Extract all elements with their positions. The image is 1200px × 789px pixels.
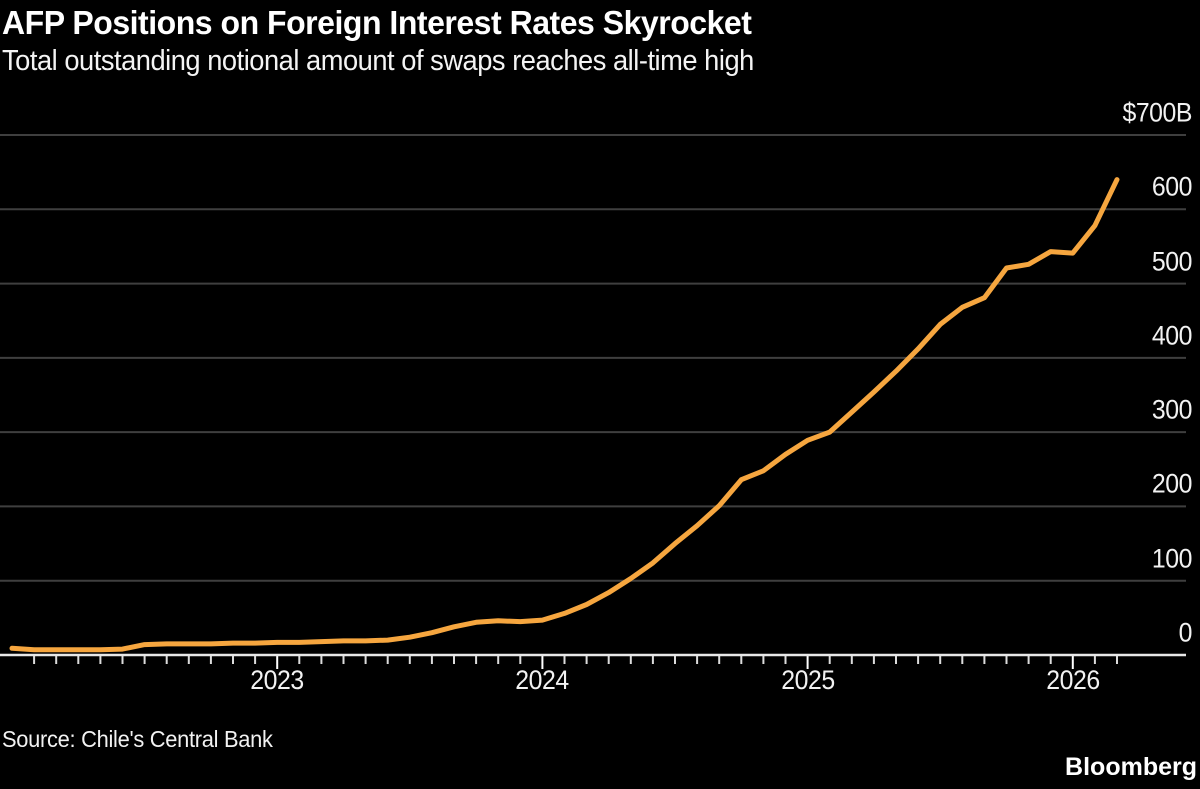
y-axis-label: $700B bbox=[1122, 97, 1192, 128]
y-axis-label: 200 bbox=[1151, 468, 1193, 499]
y-axis-label: 400 bbox=[1151, 320, 1193, 351]
x-axis-label: 2026 bbox=[1046, 665, 1100, 695]
y-axis-label: 500 bbox=[1151, 246, 1193, 277]
bloomberg-logo: Bloomberg bbox=[1065, 753, 1197, 781]
x-axis-label: 2024 bbox=[515, 665, 570, 695]
y-axis-label: 600 bbox=[1151, 171, 1193, 202]
y-axis-label: 100 bbox=[1151, 543, 1193, 574]
series-line-swaps-notional bbox=[9, 177, 1120, 653]
x-axis-label: 2025 bbox=[780, 665, 835, 695]
chart-title: AFP Positions on Foreign Interest Rates … bbox=[2, 4, 752, 41]
y-axis-label: 300 bbox=[1151, 394, 1193, 425]
y-axis-label: 0 bbox=[1178, 617, 1193, 648]
source-note: Source: Chile's Central Bank bbox=[2, 726, 273, 752]
chart-subtitle: Total outstanding notional amount of swa… bbox=[2, 45, 754, 77]
x-axis-label: 2023 bbox=[250, 665, 304, 695]
